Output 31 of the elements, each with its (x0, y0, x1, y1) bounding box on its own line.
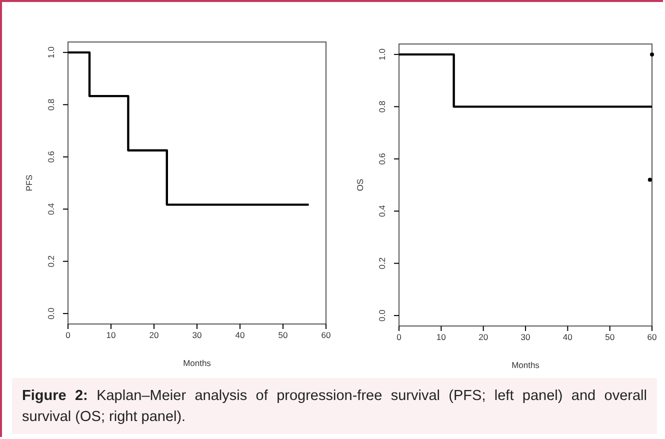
x-tick-label: 50 (605, 332, 615, 342)
x-tick-label: 60 (321, 330, 331, 340)
y-axis-title: PFS (24, 174, 34, 192)
y-tick-label: 0.6 (46, 150, 56, 163)
x-tick-label: 50 (278, 330, 288, 340)
y-tick-label: 0.4 (377, 204, 387, 218)
x-tick-label: 20 (149, 330, 159, 340)
x-tick-label: 30 (192, 330, 202, 340)
y-tick-label: 1.0 (46, 46, 56, 58)
x-tick-label: 10 (436, 332, 446, 342)
y-tick-label: 0.0 (377, 309, 387, 322)
x-tick-label: 0 (396, 332, 402, 342)
x-tick-label: 40 (235, 330, 245, 340)
y-tick-label: 0.4 (46, 202, 56, 216)
y-tick-label: 0.2 (377, 257, 387, 270)
x-tick-label: 0 (66, 330, 71, 340)
y-tick-label: 0.0 (46, 307, 56, 320)
y-tick-label: 1.0 (377, 48, 387, 60)
x-tick-label: 30 (520, 332, 530, 342)
y-tick-label: 0.6 (377, 152, 387, 165)
x-axis-title: Months (512, 360, 540, 370)
x-axis-title: Months (183, 358, 211, 368)
x-tick-label: 60 (647, 332, 657, 342)
y-tick-label: 0.2 (46, 255, 56, 268)
y-axis-title: OS (355, 178, 365, 192)
y-tick-label: 0.8 (377, 100, 387, 113)
x-tick-label: 10 (106, 330, 116, 340)
x-tick-label: 40 (562, 332, 573, 342)
x-tick-label: 20 (478, 332, 488, 342)
caption: Figure 2: Kaplan–Meier analysis of progression-free survival (PFS; left panel) and overall survival (OS; right panel). (22, 388, 648, 425)
y-tick-label: 0.8 (46, 98, 56, 111)
